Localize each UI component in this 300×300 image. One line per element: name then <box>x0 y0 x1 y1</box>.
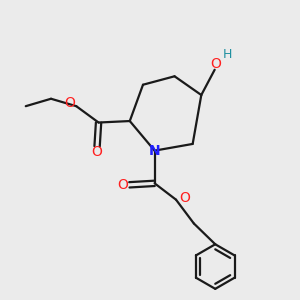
Text: O: O <box>211 57 222 71</box>
Text: O: O <box>117 178 128 192</box>
Text: O: O <box>92 145 103 159</box>
Text: H: H <box>223 48 232 61</box>
Text: O: O <box>179 191 190 205</box>
Text: N: N <box>149 144 161 158</box>
Text: O: O <box>64 96 75 110</box>
